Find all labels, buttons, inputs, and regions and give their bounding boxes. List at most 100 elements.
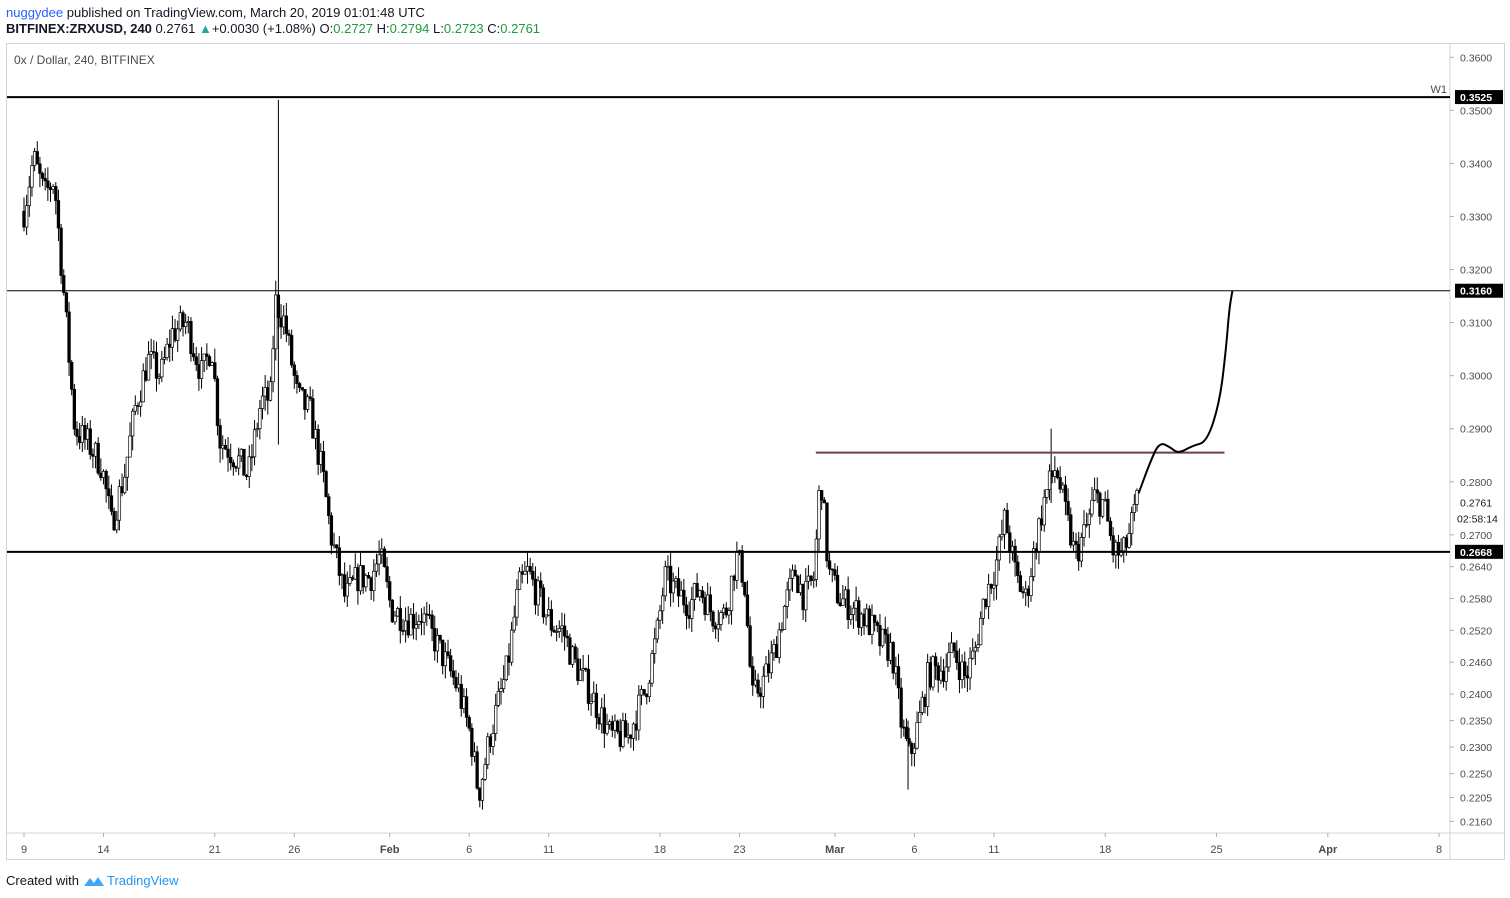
candle	[947, 642, 951, 673]
candle	[154, 341, 159, 392]
candle	[239, 448, 243, 463]
candle-body	[780, 629, 784, 631]
candle	[348, 564, 352, 587]
candle	[1114, 539, 1118, 569]
time-tick-label: 8	[1436, 844, 1442, 856]
candle	[838, 592, 842, 607]
candle-body	[957, 662, 962, 681]
candle-body	[237, 455, 241, 469]
candle-body	[1045, 489, 1049, 498]
candle-body	[59, 227, 63, 276]
candle	[904, 718, 909, 742]
open-value: 0.2727	[333, 21, 374, 36]
candle	[292, 361, 296, 389]
candle-body	[184, 321, 188, 327]
candle-body	[136, 405, 140, 407]
candle	[85, 422, 90, 450]
price-tick-label: 0.2250	[1460, 769, 1492, 781]
candle-body	[189, 321, 193, 354]
candle	[1127, 523, 1131, 549]
candle	[393, 610, 397, 625]
candle	[504, 655, 508, 682]
candle-body	[454, 677, 458, 689]
candle	[64, 291, 69, 318]
candle-body	[706, 594, 710, 615]
candle	[40, 171, 45, 186]
candle-body	[634, 723, 638, 731]
candle	[385, 557, 389, 589]
candle-body	[250, 456, 254, 459]
candle-body	[162, 357, 167, 360]
candle	[735, 541, 739, 589]
candle-body	[337, 547, 341, 576]
candle-body	[149, 351, 153, 355]
candle-body	[904, 726, 909, 739]
candle-body	[835, 574, 840, 604]
candle	[234, 465, 238, 473]
candle-body	[790, 569, 795, 579]
candle-body	[971, 650, 975, 659]
candle-body	[578, 669, 583, 681]
candle-body	[290, 335, 294, 366]
candle-body	[462, 696, 466, 709]
candle	[1087, 508, 1091, 538]
candle-body	[692, 583, 697, 601]
candle	[356, 563, 360, 605]
candle	[247, 445, 251, 488]
candle	[788, 568, 792, 601]
candle-body	[252, 429, 257, 458]
candle	[851, 602, 856, 629]
candle-body	[1061, 484, 1065, 490]
candle-body	[247, 456, 251, 477]
candle-body	[679, 589, 683, 597]
candle-body	[788, 577, 792, 591]
candle-body	[1071, 540, 1076, 546]
candle	[25, 194, 29, 235]
candle-body	[239, 448, 243, 457]
candle	[382, 546, 387, 568]
candle-body	[319, 451, 323, 465]
author-link[interactable]: nuggydee	[6, 5, 64, 20]
price-axis[interactable]: 0.3600 0.3500 0.3400 0.3300 0.3200 0.3100 0.30…	[1450, 52, 1503, 828]
candle	[862, 608, 866, 635]
candle	[536, 576, 540, 616]
candle	[774, 636, 779, 658]
candle	[494, 693, 498, 741]
candle-body	[417, 620, 421, 625]
candle	[817, 485, 821, 552]
candle-body	[329, 515, 334, 546]
candle	[727, 607, 731, 625]
candle	[674, 575, 678, 589]
candle	[237, 447, 241, 476]
candle	[992, 571, 996, 601]
candle	[963, 651, 967, 689]
candle-body	[154, 352, 159, 379]
candle	[965, 665, 970, 692]
candle	[721, 603, 726, 620]
candle	[32, 147, 37, 172]
candle	[671, 572, 675, 603]
candle	[178, 305, 183, 332]
candle-body	[772, 644, 776, 654]
price-tick-label: 0.2400	[1460, 689, 1492, 701]
candle	[883, 616, 887, 644]
candle-body	[1018, 575, 1023, 592]
candle-body	[655, 619, 659, 640]
candle	[425, 601, 429, 626]
candle	[782, 604, 787, 630]
candle-body	[541, 587, 546, 618]
candle-body	[35, 151, 39, 165]
candle-body	[777, 629, 781, 658]
candle-body	[740, 550, 744, 583]
candle	[1045, 489, 1049, 504]
candle	[80, 415, 84, 452]
candle-body	[880, 628, 885, 647]
candle-body	[528, 565, 532, 572]
candle	[597, 713, 601, 730]
candle-body	[1095, 489, 1099, 494]
tradingview-link[interactable]: TradingView	[83, 873, 179, 888]
candle-body	[229, 457, 233, 464]
candle-body	[674, 578, 678, 582]
time-axis[interactable]: 9 14 21 26 Feb 6 11 18 23 Mar 6 11 18 25 Apr 8	[21, 833, 1442, 856]
